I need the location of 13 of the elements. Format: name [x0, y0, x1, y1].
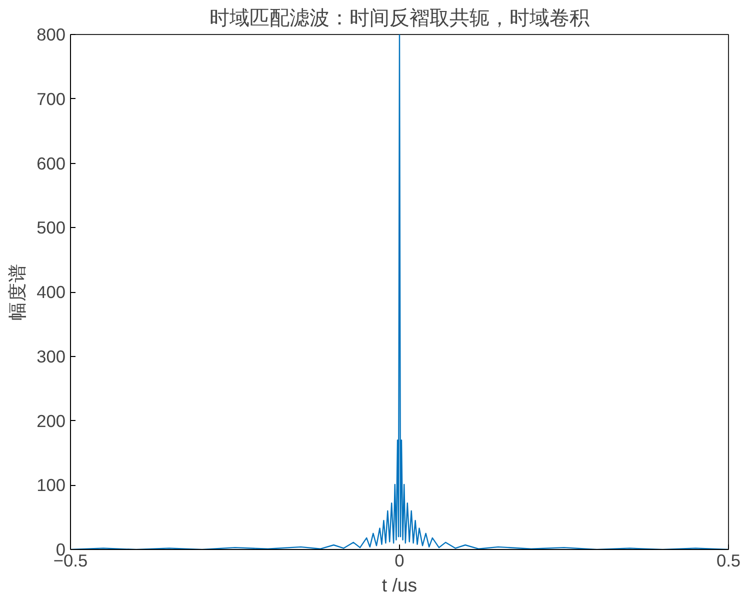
y-tick-label: 500	[36, 218, 66, 238]
x-tick-label: 0	[394, 550, 404, 570]
y-tick-label: 200	[36, 410, 66, 431]
y-tick-label: 800	[36, 24, 66, 44]
y-tick-label: 100	[36, 475, 66, 496]
y-axis-title: 幅度谱	[6, 264, 29, 320]
x-tick-label: 0.5	[716, 550, 741, 570]
chart-title: 时域匹配滤波：时间反褶取共轭，时域卷积	[210, 8, 590, 30]
x-axis-title: t /us	[382, 574, 418, 596]
y-tick-label: 400	[36, 282, 66, 302]
y-tick-label: 300	[36, 346, 66, 366]
y-tick-label: 600	[36, 153, 66, 174]
y-tick-label: 700	[36, 88, 66, 109]
